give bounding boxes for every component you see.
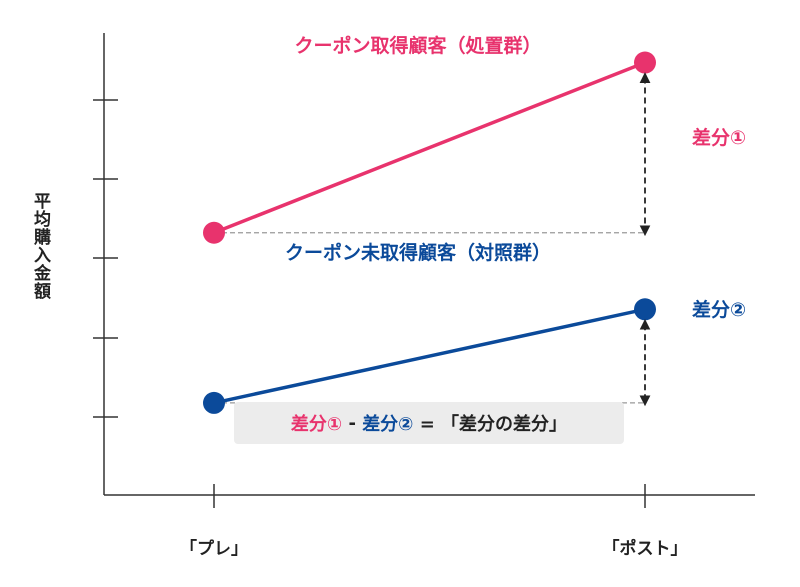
formula-box: 差分① - 差分② = 「差分の差分」 bbox=[234, 402, 624, 444]
series-label-0: クーポン取得顧客（処置群） bbox=[294, 34, 541, 57]
formula-minus: - bbox=[342, 412, 363, 434]
x-tick-label-1: 「ポスト」 bbox=[603, 538, 688, 559]
series-point-0-pre bbox=[203, 221, 225, 244]
series-line-1 bbox=[213, 307, 646, 405]
diff2-label: 差分② bbox=[692, 298, 746, 321]
x-tick-label-0: 「プレ」 bbox=[180, 538, 248, 559]
formula-diff1: 差分① bbox=[290, 414, 343, 435]
formula-diff2: 差分② bbox=[362, 414, 414, 435]
series-label-1: クーポン未取得顧客（対照群） bbox=[285, 241, 551, 264]
diff1-label: 差分① bbox=[692, 126, 746, 149]
formula-equals: = 「差分の差分」 bbox=[413, 414, 568, 435]
y-axis-label: 平均購入金額 bbox=[30, 192, 50, 300]
series-point-0-post bbox=[634, 51, 656, 74]
series-point-1-post bbox=[634, 298, 656, 321]
series-point-1-pre bbox=[203, 391, 225, 414]
series-line-0 bbox=[213, 60, 646, 235]
